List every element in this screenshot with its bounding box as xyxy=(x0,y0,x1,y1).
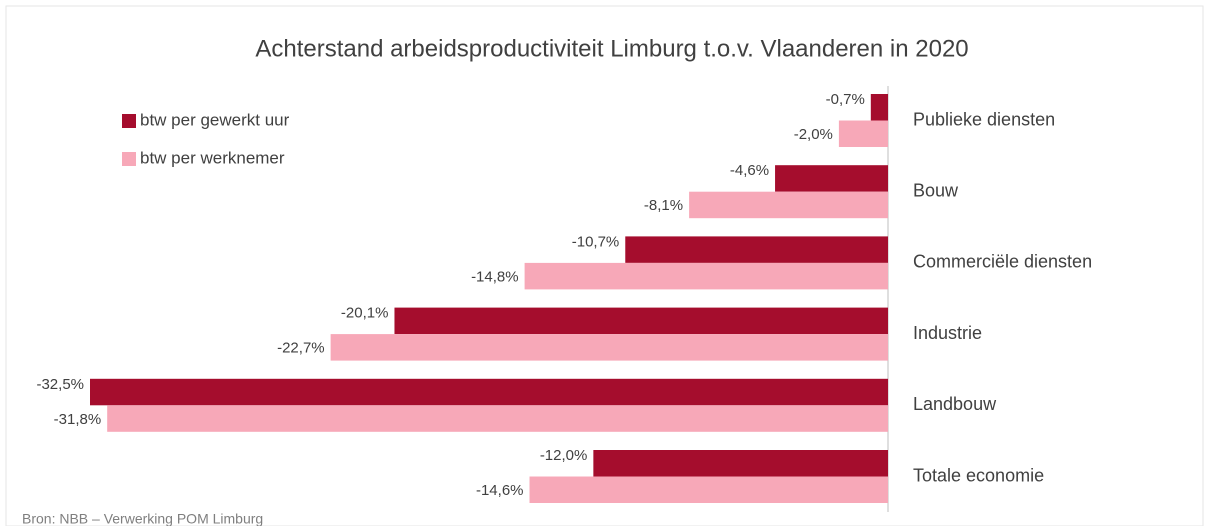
legend-swatch xyxy=(122,114,136,128)
bar xyxy=(107,405,889,432)
value-label: -31,8% xyxy=(54,411,102,428)
category-label: Publieke diensten xyxy=(913,109,1055,129)
bar xyxy=(330,334,888,361)
value-label: -14,6% xyxy=(476,482,524,499)
source: Bron: NBB – Verwerking POM Limburg xyxy=(22,511,263,526)
value-label: -22,7% xyxy=(277,340,325,357)
legend-swatch xyxy=(122,152,136,166)
value-label: -14,8% xyxy=(471,268,519,285)
bar xyxy=(394,307,888,335)
bar xyxy=(593,450,888,477)
category-label: Commerciële diensten xyxy=(913,252,1092,272)
value-label: -20,1% xyxy=(341,305,389,322)
bar xyxy=(689,191,888,219)
value-label: -0,7% xyxy=(826,91,865,108)
value-label: -2,0% xyxy=(794,126,833,143)
category-label: Landbouw xyxy=(913,394,997,414)
bar xyxy=(775,165,888,192)
category-label: Industrie xyxy=(913,323,982,343)
bar xyxy=(838,120,888,147)
value-label: -4,6% xyxy=(730,162,769,179)
bar xyxy=(524,262,888,290)
category-label: Bouw xyxy=(913,180,959,200)
value-label: -12,0% xyxy=(540,447,588,464)
value-label: -32,5% xyxy=(36,376,84,393)
bar xyxy=(870,94,888,121)
bar xyxy=(90,378,888,406)
value-label: -10,7% xyxy=(572,233,620,250)
bar xyxy=(529,476,888,503)
category-label: Totale economie xyxy=(913,465,1044,485)
bar xyxy=(625,236,888,263)
chart-title: Achterstand arbeidsproductiviteit Limbur… xyxy=(255,35,968,62)
legend-label: btw per werknemer xyxy=(140,148,285,167)
legend-label: btw per gewerkt uur xyxy=(140,110,290,129)
value-label: -8,1% xyxy=(644,197,683,214)
